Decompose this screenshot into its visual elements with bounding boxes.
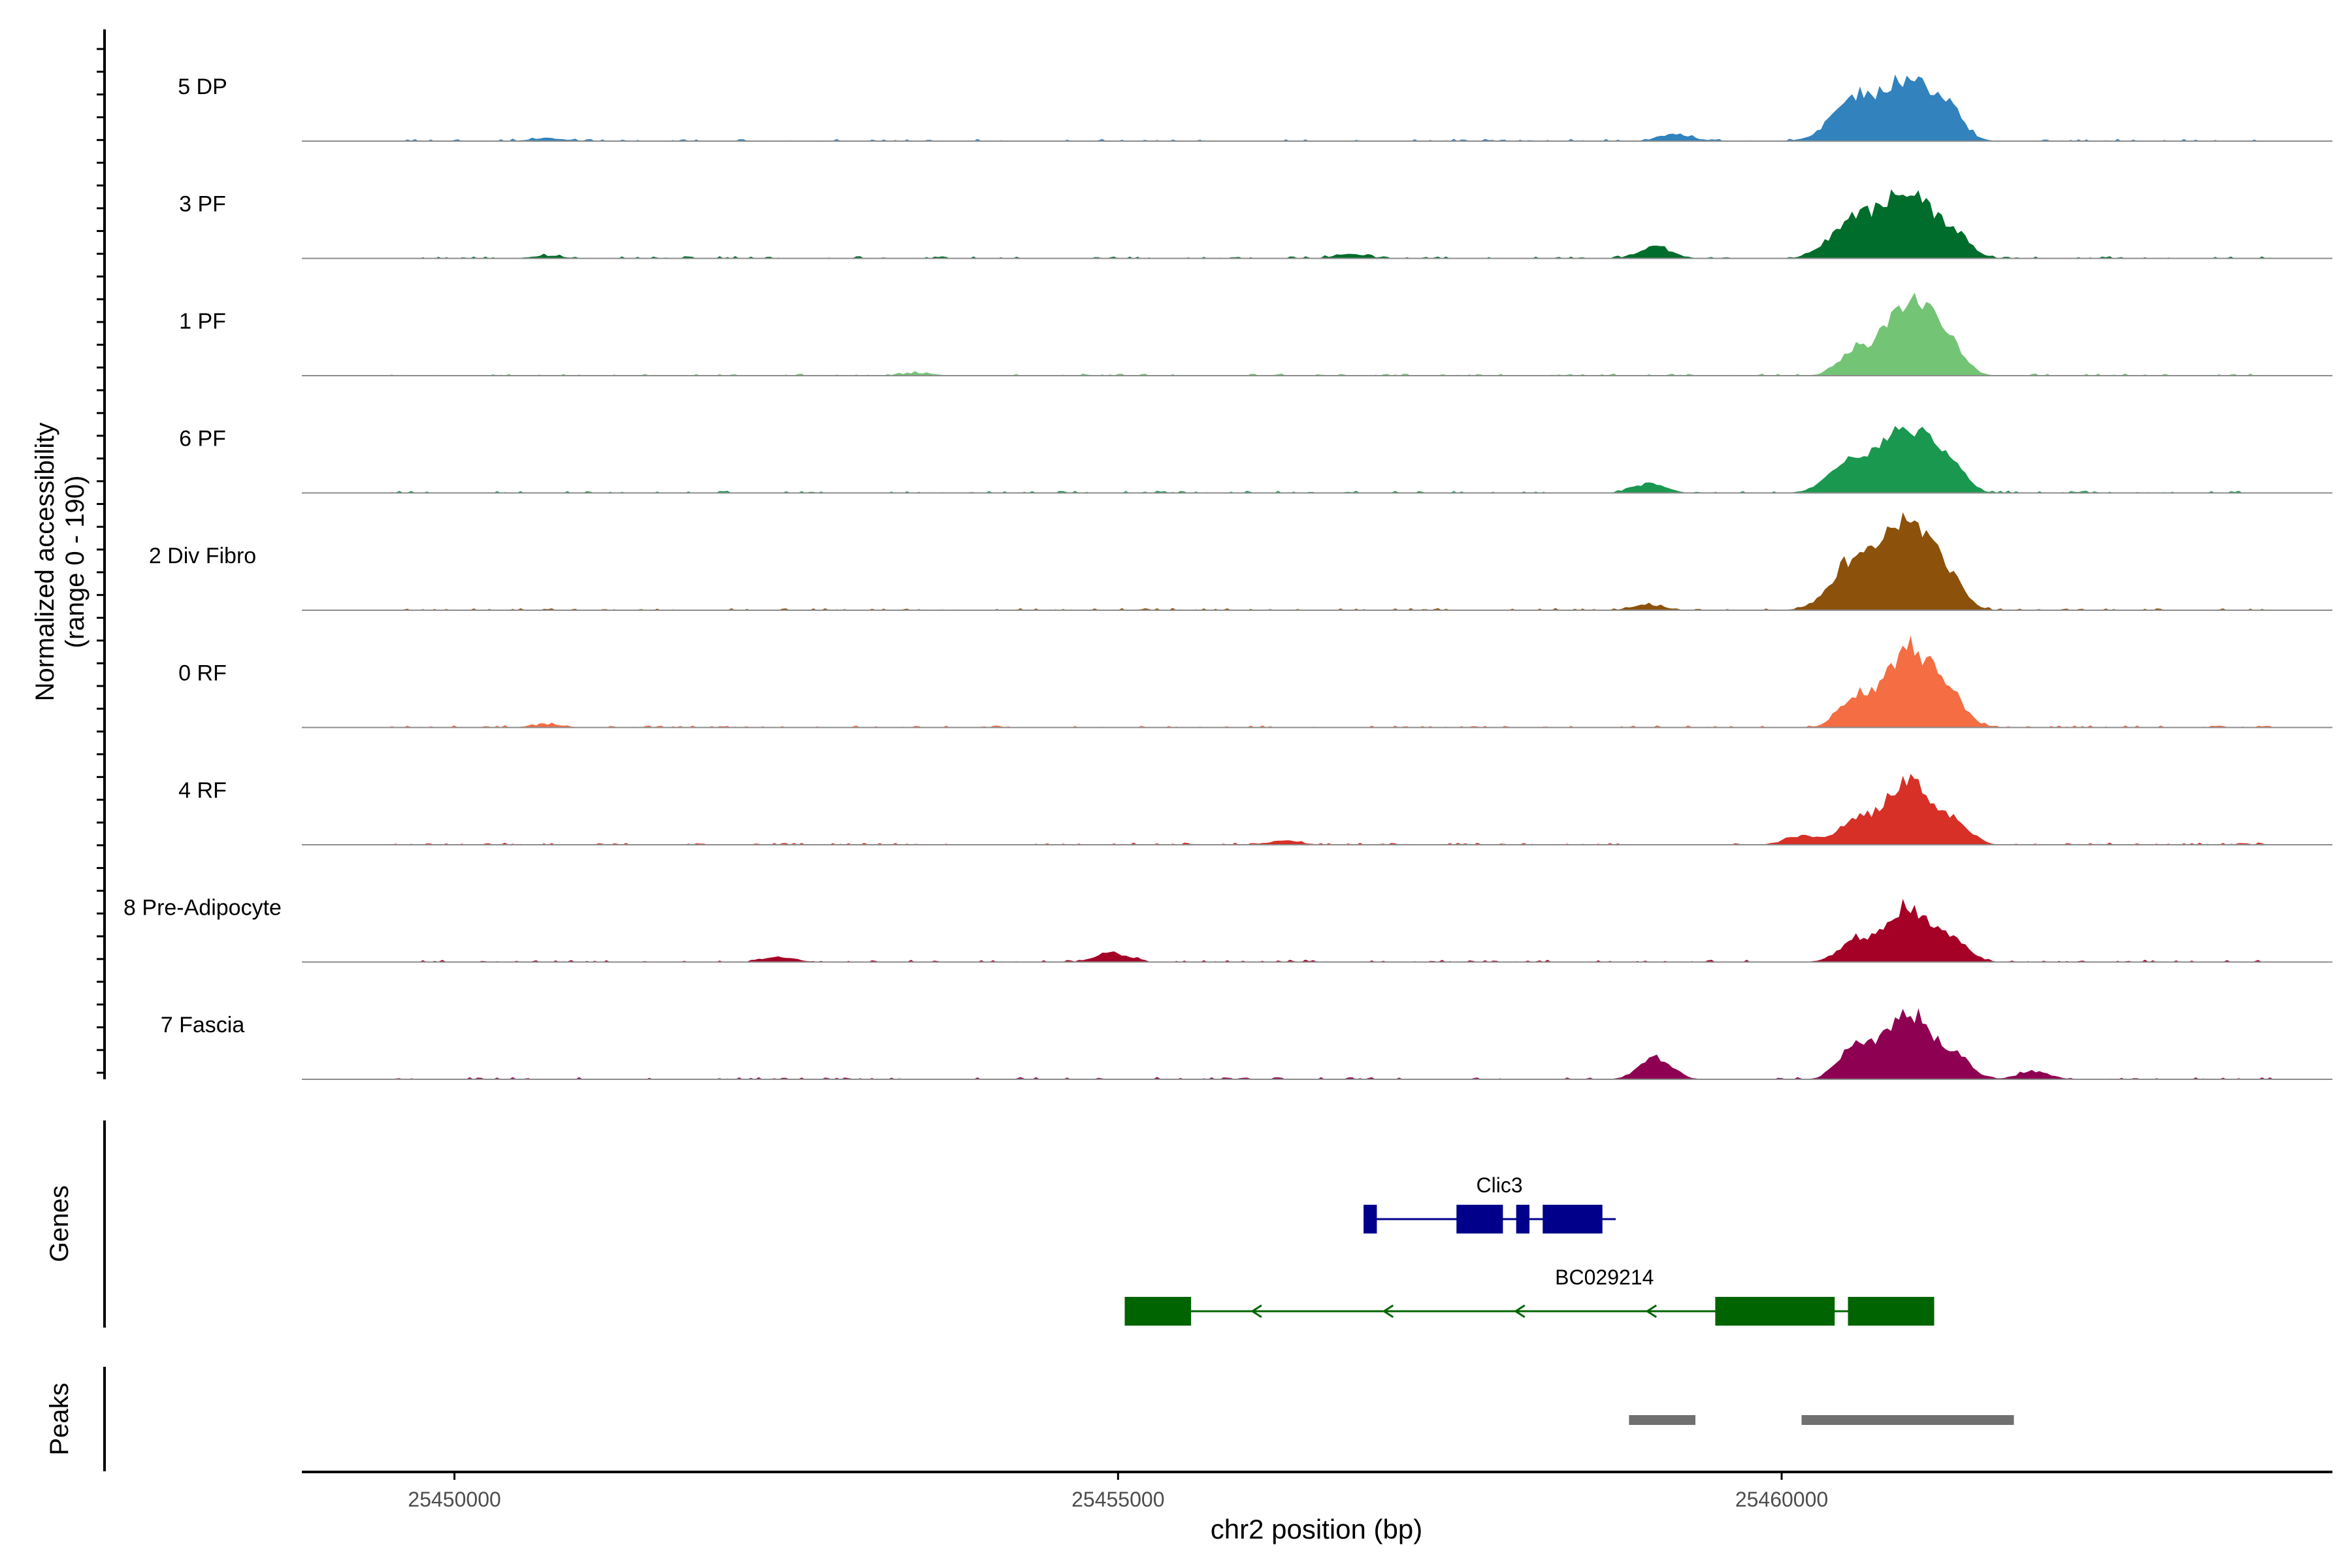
strand-arrow bbox=[1514, 1304, 1526, 1318]
exon bbox=[1516, 1205, 1529, 1233]
genes-track-label: Genes bbox=[45, 1185, 74, 1262]
x-tick-label: 25450000 bbox=[408, 1488, 500, 1511]
coverage-track: 2 Div Fibro bbox=[149, 512, 2332, 611]
coverage-track: 6 PF bbox=[179, 425, 2332, 494]
coverage-track: 3 PF bbox=[179, 189, 2332, 259]
track-label: 5 DP bbox=[178, 74, 227, 99]
gene-annotations: Clic3 BC029214 bbox=[1124, 1173, 1935, 1326]
coverage-area bbox=[302, 512, 2332, 610]
strand-arrow bbox=[1645, 1304, 1658, 1318]
gene-name: BC029214 bbox=[1555, 1266, 1654, 1289]
exon bbox=[1715, 1297, 1835, 1326]
x-axis-ticks: 25450000 25455000 25460000 bbox=[408, 1472, 1828, 1511]
exon bbox=[1456, 1205, 1503, 1233]
peak-region bbox=[1801, 1415, 2014, 1425]
coverage-area bbox=[302, 74, 2332, 141]
exon bbox=[1124, 1297, 1192, 1326]
peak-region bbox=[1629, 1415, 1695, 1425]
x-axis-label: chr2 position (bp) bbox=[1211, 1514, 1423, 1544]
strand-arrow bbox=[1382, 1304, 1394, 1318]
peaks-track-label: Peaks bbox=[45, 1382, 74, 1455]
exon bbox=[1543, 1205, 1603, 1233]
coverage-area bbox=[302, 189, 2332, 259]
track-label: 8 Pre-Adipocyte bbox=[123, 896, 282, 921]
coverage-y-axis bbox=[97, 29, 106, 1079]
gene-model: BC029214 bbox=[1124, 1266, 1935, 1326]
track-label: 1 PF bbox=[179, 309, 226, 334]
track-label: 7 Fascia bbox=[161, 1013, 245, 1037]
coverage-area bbox=[302, 774, 2332, 845]
y-axis-label-line1: Normalized accessibility bbox=[31, 423, 59, 702]
coverage-area bbox=[302, 1008, 2332, 1079]
x-tick-label: 25460000 bbox=[1735, 1488, 1828, 1511]
gene-model: Clic3 bbox=[1364, 1173, 1616, 1233]
track-label: 2 Div Fibro bbox=[149, 544, 256, 568]
x-tick-label: 25455000 bbox=[1071, 1488, 1164, 1511]
coverage-track: 0 RF bbox=[178, 635, 2332, 728]
coverage-track: 4 RF bbox=[178, 774, 2332, 845]
track-label: 4 RF bbox=[178, 778, 227, 803]
track-label: 3 PF bbox=[179, 192, 226, 217]
coverage-area bbox=[302, 425, 2332, 493]
coverage-area bbox=[302, 898, 2332, 962]
strand-arrow bbox=[1250, 1304, 1262, 1318]
track-label: 0 RF bbox=[178, 661, 227, 686]
y-axis-label-line2: (range 0 - 190) bbox=[61, 476, 90, 649]
coverage-area bbox=[302, 635, 2332, 728]
peak-regions bbox=[1629, 1415, 2014, 1425]
track-label: 6 PF bbox=[179, 427, 226, 451]
coverage-track: 1 PF bbox=[179, 292, 2332, 376]
gene-name: Clic3 bbox=[1477, 1173, 1523, 1197]
coverage-tracks: 5 DP 3 PF 1 PF 6 PF 2 Div Fibro 0 RF 4 RF 8 Pre… bbox=[123, 74, 2332, 1080]
coverage-track: 5 DP bbox=[178, 74, 2332, 142]
coverage-track: 8 Pre-Adipocyte bbox=[123, 896, 2332, 963]
coverage-track: 7 Fascia bbox=[161, 1008, 2332, 1080]
exon bbox=[1848, 1297, 1935, 1326]
exon bbox=[1364, 1205, 1377, 1233]
coverage-area bbox=[302, 292, 2332, 376]
